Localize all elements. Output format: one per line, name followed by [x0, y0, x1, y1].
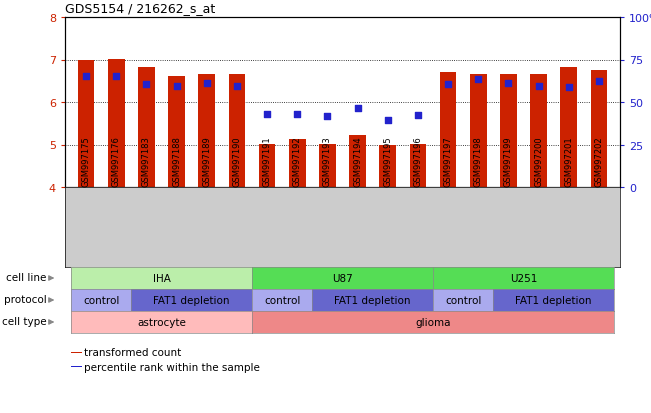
- Bar: [319, 144, 336, 188]
- Text: percentile rank within the sample: percentile rank within the sample: [84, 362, 260, 372]
- Point: [594, 78, 604, 85]
- Point: [232, 83, 242, 90]
- Point: [322, 113, 333, 120]
- Bar: [169, 76, 185, 188]
- Text: cell line: cell line: [7, 272, 47, 282]
- Point: [292, 112, 303, 118]
- Bar: [561, 68, 577, 188]
- Text: glioma: glioma: [415, 317, 450, 327]
- Bar: [108, 59, 124, 188]
- Bar: [590, 71, 607, 188]
- Bar: [380, 145, 396, 188]
- Bar: [229, 75, 245, 188]
- Bar: [440, 73, 456, 188]
- Bar: [409, 144, 426, 188]
- Text: FAT1 depletion: FAT1 depletion: [516, 295, 592, 305]
- Bar: [138, 68, 155, 188]
- Point: [202, 81, 212, 87]
- Point: [383, 117, 393, 124]
- Point: [171, 83, 182, 90]
- Text: transformed count: transformed count: [84, 347, 182, 357]
- Point: [443, 82, 453, 88]
- Text: U251: U251: [510, 273, 537, 283]
- Bar: [470, 75, 486, 188]
- Point: [81, 73, 91, 80]
- Bar: [500, 75, 517, 188]
- Point: [111, 73, 122, 80]
- Bar: [199, 75, 215, 188]
- Point: [352, 105, 363, 112]
- Text: control: control: [83, 295, 119, 305]
- Point: [503, 81, 514, 87]
- Text: FAT1 depletion: FAT1 depletion: [154, 295, 230, 305]
- Text: IHA: IHA: [152, 273, 171, 283]
- Bar: [531, 75, 547, 188]
- Text: control: control: [264, 295, 300, 305]
- Point: [533, 83, 544, 90]
- Bar: [78, 61, 94, 188]
- Text: GDS5154 / 216262_s_at: GDS5154 / 216262_s_at: [65, 2, 215, 15]
- Point: [262, 112, 272, 118]
- Bar: [70, 352, 82, 353]
- Bar: [259, 144, 275, 188]
- Text: control: control: [445, 295, 481, 305]
- Text: U87: U87: [332, 273, 353, 283]
- Bar: [289, 140, 305, 188]
- Point: [141, 82, 152, 88]
- Text: protocol: protocol: [4, 294, 47, 304]
- Point: [564, 85, 574, 91]
- Bar: [70, 366, 82, 367]
- Text: astrocyte: astrocyte: [137, 317, 186, 327]
- Text: FAT1 depletion: FAT1 depletion: [335, 295, 411, 305]
- Point: [473, 76, 484, 83]
- Bar: [350, 136, 366, 188]
- Point: [413, 112, 423, 119]
- Text: cell type: cell type: [2, 316, 47, 326]
